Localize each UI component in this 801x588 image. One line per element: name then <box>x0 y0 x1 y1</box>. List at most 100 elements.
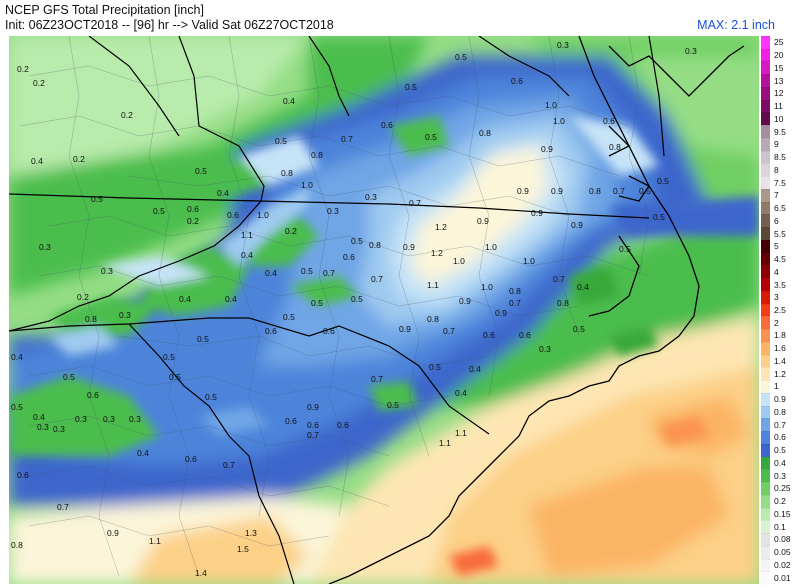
precip-value-label: 1.0 <box>523 256 535 266</box>
legend-tick-label: 2.5 <box>774 305 786 315</box>
precip-value-label: 0.5 <box>387 400 399 410</box>
precip-value-label: 0.6 <box>381 120 393 130</box>
legend-tick-label: 0.7 <box>774 419 786 430</box>
precip-value-label: 1.0 <box>553 116 565 126</box>
precip-value-label: 0.6 <box>519 330 531 340</box>
precip-value-label: 0.5 <box>653 212 665 222</box>
legend-swatch <box>761 61 770 76</box>
precip-value-label: 1.1 <box>439 438 451 448</box>
state-boundaries <box>9 36 665 584</box>
precip-value-label: 0.5 <box>405 82 417 92</box>
legend-swatch <box>761 431 770 445</box>
legend-tick-label: 8 <box>774 164 779 175</box>
legend-swatch <box>761 520 770 534</box>
precip-value-label: 0.4 <box>179 294 191 304</box>
legend-tick-label: 0.8 <box>774 406 786 417</box>
precip-value-label: 0.3 <box>39 242 51 252</box>
legend-swatch <box>761 418 770 433</box>
precip-value-label: 0.9 <box>307 402 319 412</box>
precip-value-label: 0.3 <box>685 46 697 56</box>
precip-value-label: 0.5 <box>455 52 467 62</box>
precip-value-label: 0.5 <box>351 236 363 246</box>
legend-swatch <box>761 125 770 139</box>
precip-value-label: 1.1 <box>241 230 253 240</box>
precip-value-label: 0.5 <box>351 294 363 304</box>
precip-value-label: 0.5 <box>169 372 181 382</box>
legend-swatch <box>761 558 770 573</box>
precip-value-label: 0.8 <box>589 186 601 196</box>
precip-value-label: 0.8 <box>557 298 569 308</box>
precip-value-label: 0.3 <box>75 414 87 424</box>
legend-swatch <box>761 392 770 407</box>
precip-value-label: 1.1 <box>455 428 467 438</box>
precip-value-label: 0.6 <box>343 252 355 262</box>
precip-value-label: 0.4 <box>283 96 295 106</box>
legend-swatch <box>761 86 770 101</box>
precip-value-label: 0.2 <box>17 64 29 74</box>
precip-value-label: 0.3 <box>557 40 569 50</box>
precip-value-label: 0.4 <box>225 294 237 304</box>
legend-swatch <box>761 150 770 165</box>
precip-value-label: 0.2 <box>187 216 199 226</box>
precip-value-label: 0.9 <box>541 144 553 154</box>
legend-swatch <box>761 533 770 547</box>
precip-value-label: 0.9 <box>495 308 507 318</box>
precip-value-label: 0.3 <box>103 414 115 424</box>
precip-value-label: 0.5 <box>619 244 631 254</box>
precip-value-label: 0.4 <box>577 282 589 292</box>
precip-value-label: 0.4 <box>137 448 149 458</box>
legend-swatch <box>761 265 770 280</box>
precip-value-label: 0.3 <box>365 192 377 202</box>
precip-value-label: 0.9 <box>459 296 471 306</box>
precip-value-label: 0.5 <box>11 402 23 412</box>
legend-tick-label: 0.25 <box>774 483 791 494</box>
legend-swatch <box>761 494 770 509</box>
legend-swatch <box>761 443 770 458</box>
legend-tick-label: 12 <box>774 88 784 99</box>
precip-value-label: 0.7 <box>553 274 565 284</box>
precip-value-label: 0.8 <box>11 540 23 550</box>
legend-swatch <box>761 405 770 420</box>
legend-tick-label: 0.1 <box>774 521 786 532</box>
legend-tick-label: 1.8 <box>774 330 786 341</box>
precip-value-label: 1.0 <box>453 256 465 266</box>
legend-swatch <box>761 214 770 229</box>
map-subtitle: Init: 06Z23OCT2018 -- [96] hr --> Valid … <box>5 18 334 32</box>
precip-value-label: 0.7 <box>223 460 235 470</box>
precip-value-label: 0.3 <box>119 310 131 320</box>
legend-swatch <box>761 48 770 63</box>
color-legend: 25 20 15 13 12 11 10 9.5 9 8.5 8 7.5 7 6.5 6 5.5 5 4.5 4 3.… <box>761 36 801 585</box>
precip-value-label: 1.1 <box>149 536 161 546</box>
legend-swatch <box>761 239 770 254</box>
precip-value-label: 1.0 <box>257 210 269 220</box>
precip-value-label: 0.5 <box>573 324 585 334</box>
legend-tick-label: 25 <box>774 37 784 48</box>
legend-swatch <box>761 290 770 305</box>
legend-swatch <box>761 329 770 343</box>
legend-tick-label: 1.6 <box>774 343 786 354</box>
precip-value-label: 0.4 <box>469 364 481 374</box>
legend-swatch <box>761 227 770 241</box>
precip-value-label: 0.7 <box>57 502 69 512</box>
legend-tick-label: 2 <box>774 317 779 328</box>
precip-value-label: 0.7 <box>307 430 319 440</box>
precip-value-label: 0.8 <box>85 314 97 324</box>
precip-value-label: 0.5 <box>301 266 313 276</box>
precip-value-label: 0.3 <box>129 414 141 424</box>
precip-value-label: 0.6 <box>603 116 615 126</box>
legend-swatch <box>761 367 770 382</box>
precip-value-label: 0.5 <box>311 298 323 308</box>
legend-tick-label: 0.9 <box>774 394 786 405</box>
legend-tick-label: 20 <box>774 50 784 61</box>
precip-value-label: 0.9 <box>571 220 583 230</box>
precip-value-label: 0.8 <box>509 286 521 296</box>
precip-value-label: 0.4 <box>31 156 43 166</box>
precip-value-label: 0.9 <box>517 186 529 196</box>
map-title: NCEP GFS Total Precipitation [inch] <box>5 3 204 17</box>
county-boundaries <box>18 36 650 577</box>
legend-tick-label: 10 <box>774 113 784 124</box>
precip-value-label: 0.6 <box>285 416 297 426</box>
precipitation-field <box>9 36 759 584</box>
legend-swatch <box>761 252 770 267</box>
legend-swatch <box>761 137 770 152</box>
